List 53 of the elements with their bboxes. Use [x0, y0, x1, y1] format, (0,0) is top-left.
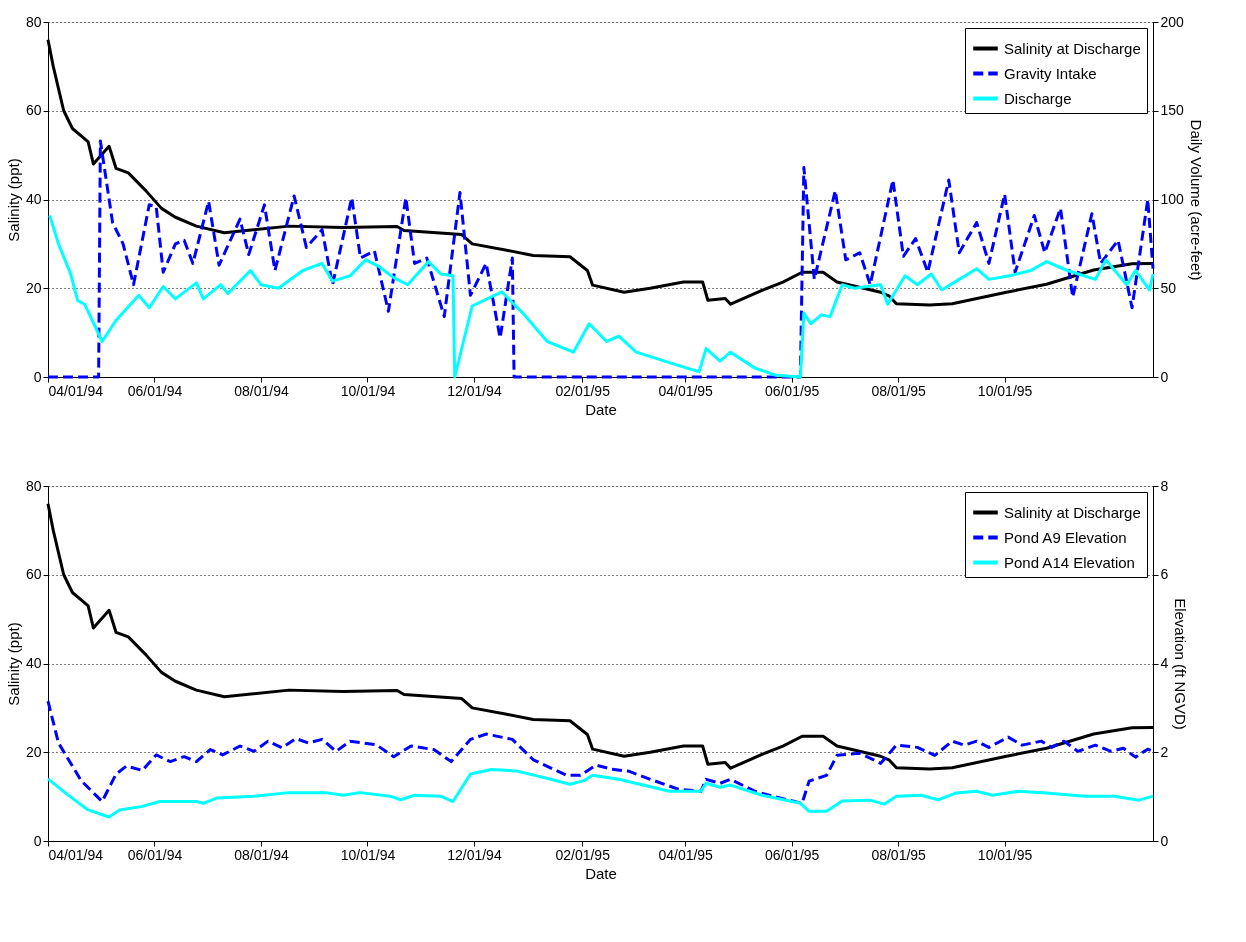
- y2-axis-title: Elevation (ft NGVD): [1172, 598, 1190, 730]
- x-tick-label: 04/01/94: [48, 846, 104, 863]
- y2-tick-label: 6: [1160, 566, 1169, 583]
- x-tick-label: 06/01/94: [127, 846, 183, 863]
- y-tick-label: 40: [25, 191, 42, 207]
- x-axis-title: Date: [585, 400, 617, 418]
- x-axis-title: Date: [585, 864, 617, 882]
- y2-tick-label: 100: [1160, 191, 1185, 207]
- y-axis-title: Salinity (ppt): [4, 622, 22, 706]
- y2-tick-label: 50: [1160, 279, 1177, 296]
- y2-tick-label: 4: [1160, 655, 1169, 671]
- x-tick-label: 08/01/94: [234, 382, 289, 399]
- y-axis-title: Salinity (ppt): [4, 158, 22, 242]
- legend-label: Gravity Intake: [1004, 64, 1097, 82]
- x-tick-label: 02/01/95: [555, 846, 611, 863]
- legend-label: Discharge: [1004, 89, 1072, 107]
- x-tick-label: 06/01/95: [764, 846, 820, 863]
- y2-tick-label: 8: [1160, 477, 1169, 494]
- y-tick-label: 80: [25, 13, 42, 30]
- y-tick-label: 80: [25, 477, 42, 494]
- x-tick-label: 02/01/95: [555, 382, 611, 399]
- legend-label: Pond A14 Elevation: [1004, 553, 1135, 571]
- y-tick-label: 20: [25, 743, 42, 760]
- x-tick-label: 10/01/95: [977, 382, 1033, 399]
- y2-tick-label: 2: [1160, 743, 1169, 760]
- y-tick-label: 20: [25, 279, 42, 296]
- legend-label: Salinity at Discharge: [1004, 39, 1141, 57]
- line-series: [46, 768, 1155, 819]
- x-tick-label: 04/01/95: [658, 382, 714, 399]
- legend-label: Pond A9 Elevation: [1004, 528, 1127, 546]
- x-tick-label: 06/01/94: [127, 382, 183, 399]
- y2-tick-label: 150: [1160, 102, 1185, 119]
- y2-axis-title: Daily Volume (acre-feet): [1187, 119, 1205, 281]
- x-tick-label: 10/01/94: [340, 382, 396, 399]
- x-tick-label: 06/01/95: [764, 382, 820, 399]
- x-tick-label: 08/01/94: [234, 846, 289, 863]
- y2-tick-label: 0: [1160, 368, 1169, 385]
- x-tick-label: 12/01/94: [447, 382, 502, 399]
- x-tick-label: 08/01/95: [871, 846, 927, 863]
- y-tick-label: 0: [33, 368, 42, 385]
- y-tick-label: 60: [25, 102, 42, 119]
- x-tick-label: 12/01/94: [447, 846, 502, 863]
- x-tick-label: 10/01/95: [977, 846, 1033, 863]
- x-tick-label: 04/01/94: [48, 382, 104, 399]
- x-tick-label: 08/01/95: [871, 382, 927, 399]
- y-tick-label: 0: [33, 832, 42, 849]
- x-tick-label: 10/01/94: [340, 846, 396, 863]
- y2-tick-label: 0: [1160, 832, 1169, 849]
- legend-label: Salinity at Discharge: [1004, 503, 1141, 521]
- x-tick-label: 04/01/95: [658, 846, 714, 863]
- y-tick-label: 60: [25, 566, 42, 583]
- y-tick-label: 40: [25, 655, 42, 671]
- y2-tick-label: 200: [1160, 13, 1185, 30]
